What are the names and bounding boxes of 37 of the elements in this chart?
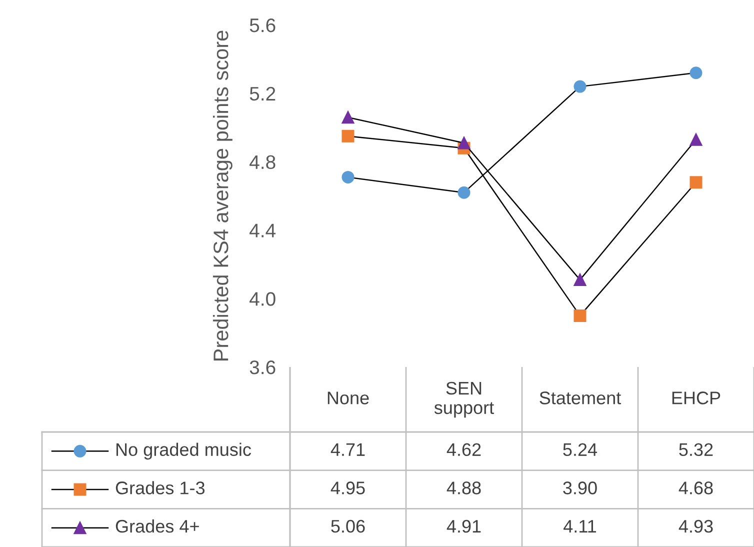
x-tick-label: Statement: [540, 392, 622, 404]
y-tick-label: 4.4: [250, 224, 276, 238]
data-label: 4.62: [446, 443, 481, 456]
point: [342, 170, 354, 184]
data-label: 5.32: [679, 443, 713, 456]
point: [690, 66, 702, 80]
x-tick-label: SEN support: [434, 382, 494, 418]
data-label: 4.11: [564, 520, 596, 532]
point: [458, 186, 470, 199]
y-tick-label: 4.8: [250, 155, 276, 170]
data-label: 4.95: [330, 482, 365, 494]
data-label: 4.88: [446, 482, 481, 494]
point: [574, 274, 586, 286]
data-label: 3.90: [563, 482, 597, 494]
y-axis-title: Predicted KS4 average points score: [212, 30, 232, 360]
data-label: 4.71: [330, 443, 365, 456]
y-tick-label: 3.6: [250, 360, 276, 374]
y-tick-label: 5.2: [250, 86, 276, 101]
point: [690, 133, 702, 146]
point: [342, 111, 354, 124]
data-label: 5.24: [563, 443, 598, 456]
data-label: 5.06: [331, 520, 365, 533]
point: [574, 80, 586, 93]
y-tick-label: 5.6: [250, 18, 276, 32]
x-tick-label: EHCP: [672, 392, 720, 404]
point: [342, 130, 354, 142]
x-tick-label: None: [328, 392, 369, 404]
data-label: 4.68: [678, 482, 713, 494]
data-label: 4.91: [446, 520, 481, 533]
point: [458, 136, 470, 150]
data-label: 4.93: [678, 520, 713, 533]
y-tick-label: 4.0: [250, 292, 276, 306]
legend-label: No graded music: [116, 442, 252, 460]
point: [574, 309, 586, 322]
legend-label: Grades 1-3: [116, 481, 205, 494]
point: [690, 176, 702, 189]
legend-label: Grades 4+: [116, 519, 199, 533]
